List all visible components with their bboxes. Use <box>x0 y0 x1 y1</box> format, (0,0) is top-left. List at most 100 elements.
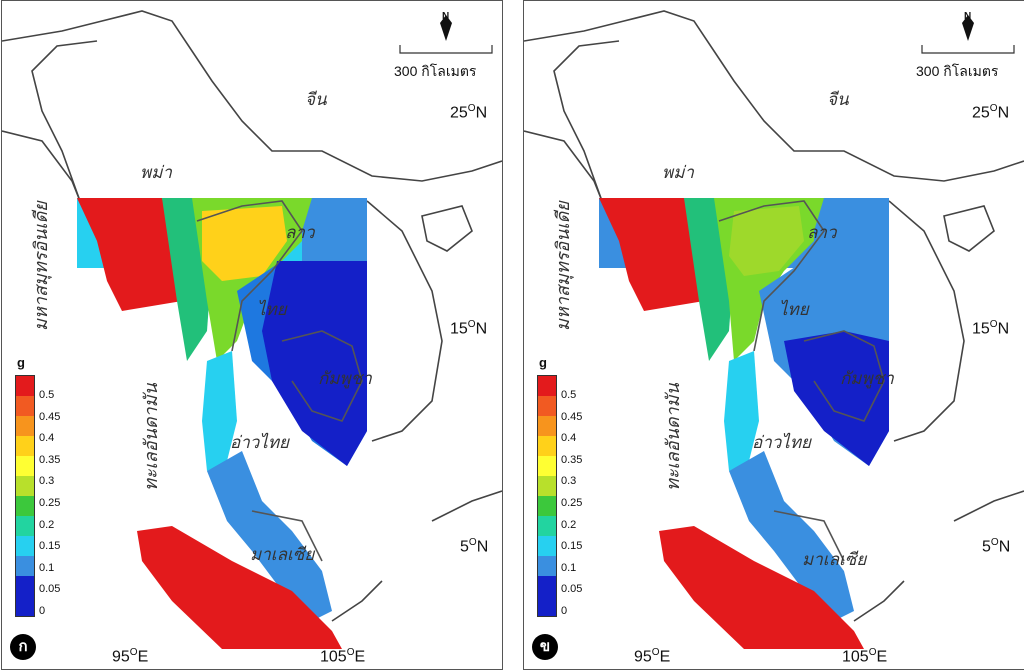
lat-5n: 5ON <box>982 537 1011 556</box>
label-china: จีน <box>305 90 327 109</box>
legend-tick-label: 0.2 <box>561 518 577 531</box>
legend-swatch <box>538 556 556 576</box>
legend-swatch <box>538 396 556 416</box>
hazard-zone-ne <box>302 198 367 261</box>
legend-color-bar <box>15 375 35 617</box>
legend-tick-label: 0.05 <box>561 583 583 596</box>
legend-swatch <box>16 376 34 396</box>
legend-tick-label: 0.25 <box>39 497 61 509</box>
legend-swatch <box>16 476 34 496</box>
map-panel-b: N 300 กิโลเมตร จีน พม่า ลาว ไทย กัมพูชา … <box>523 0 1024 670</box>
coast-malay-east <box>853 580 905 622</box>
north-letter: N <box>964 11 972 22</box>
north-arrow-icon <box>440 15 452 41</box>
legend-tick-label: 0.45 <box>39 410 61 423</box>
legend-tick-label: 0.45 <box>561 410 583 423</box>
label-thailand: ไทย <box>779 300 809 319</box>
lon-95e: 95OE <box>634 647 671 666</box>
border-myanmar <box>553 40 620 202</box>
hazard-map-svg <box>2 10 502 649</box>
legend-tick-label: 0.35 <box>561 453 583 466</box>
label-indian-ocean: มหาสมุทรอินเดีย <box>553 201 573 331</box>
legend-tick-label: 0.15 <box>561 540 583 553</box>
legend-swatch <box>16 576 34 616</box>
hazard-zone-sumatra <box>137 526 342 649</box>
border-thai-lao <box>196 200 303 352</box>
lat-5n: 5ON <box>460 537 489 556</box>
legend-tick-label: 0.4 <box>39 432 55 445</box>
label-andaman: ทะเลอันดามัน <box>663 383 683 491</box>
border-myanmar <box>31 40 98 202</box>
coast-borneo <box>431 490 502 522</box>
hazard-zone-nw <box>77 198 182 311</box>
coast-borneo <box>953 490 1024 522</box>
legend-tick-label: 0 <box>39 605 46 617</box>
legend-tick-label: 0.5 <box>561 389 577 401</box>
border-malay <box>773 510 845 562</box>
legend-swatch <box>538 476 556 496</box>
hazard-zone-peninsula <box>207 451 332 621</box>
legend-swatch <box>538 416 556 436</box>
legend-tick-label: 0.3 <box>39 475 55 488</box>
label-china: จีน <box>827 90 849 109</box>
label-indian-ocean: มหาสมุทรอินเดีย <box>31 201 51 331</box>
label-thailand: ไทย <box>257 300 287 319</box>
scale-label: 300 กิโลเมตร <box>394 63 477 79</box>
legend-swatch <box>16 396 34 416</box>
label-cambodia: กัมพูชา <box>318 369 372 388</box>
label-cambodia: กัมพูชา <box>840 369 894 388</box>
lat-15n: 15ON <box>450 319 488 338</box>
legend-swatch <box>16 496 34 516</box>
map-panel-a: N 300 กิโลเมตร จีน พม่า ลาว ไทย กัมพูชา … <box>1 0 503 670</box>
legend-swatch <box>538 496 556 516</box>
lat-25n: 25ON <box>972 103 1010 122</box>
legend-swatch <box>16 516 34 536</box>
hazard-zone-sumatra <box>659 526 864 649</box>
scale-bar <box>921 45 1015 54</box>
label-laos: ลาว <box>807 223 837 242</box>
legend-tick-label: 0.1 <box>39 561 55 574</box>
lat-25n: 25ON <box>450 103 488 122</box>
hazard-zone-isthmus <box>202 351 237 471</box>
legend-swatch <box>538 376 556 396</box>
north-letter: N <box>442 11 450 22</box>
hazard-field <box>77 198 367 649</box>
legend-tick-label: 0.5 <box>39 389 55 401</box>
legend-swatch <box>538 436 556 456</box>
legend-tick-label: 0.05 <box>39 583 61 596</box>
hazard-field <box>599 198 889 649</box>
lon-105e: 105OE <box>320 647 366 666</box>
legend-swatch <box>16 536 34 556</box>
coast-malay-east <box>331 580 383 622</box>
scale-bar <box>399 45 493 54</box>
hainan-outline <box>421 205 473 252</box>
legend-tick-label: 0.35 <box>39 453 61 466</box>
legend-swatch <box>16 456 34 476</box>
hazard-zone-thai-east <box>262 261 367 466</box>
legend-swatch <box>538 456 556 476</box>
label-malaysia: มาเลเซีย <box>802 550 867 569</box>
label-andaman: ทะเลอันดามัน <box>141 383 161 491</box>
lon-95e: 95OE <box>112 647 149 666</box>
border-china <box>524 10 1024 182</box>
legend-swatch <box>538 576 556 616</box>
hazard-zone-isthmus <box>724 351 759 471</box>
hazard-zone-peak <box>729 206 804 276</box>
legend-swatch <box>16 436 34 456</box>
legend-swatch <box>16 416 34 436</box>
border-china <box>2 10 502 182</box>
border-malay <box>251 510 323 562</box>
legend-title: g <box>539 355 547 370</box>
hazard-zone-nw <box>599 198 704 311</box>
label-laos: ลาว <box>285 223 315 242</box>
hazard-zone-peak <box>202 206 287 281</box>
hazard-map-svg <box>524 10 1024 649</box>
label-malaysia: มาเลเซีย <box>250 545 315 564</box>
panel-badge-a: ก <box>10 634 36 660</box>
lon-105e: 105OE <box>842 647 888 666</box>
label-gulf: อ่าวไทย <box>230 433 290 452</box>
hainan-outline <box>943 205 995 252</box>
legend-tick-label: 0.15 <box>39 540 61 553</box>
label-myanmar: พม่า <box>662 163 694 182</box>
border-thai-lao <box>718 200 825 352</box>
